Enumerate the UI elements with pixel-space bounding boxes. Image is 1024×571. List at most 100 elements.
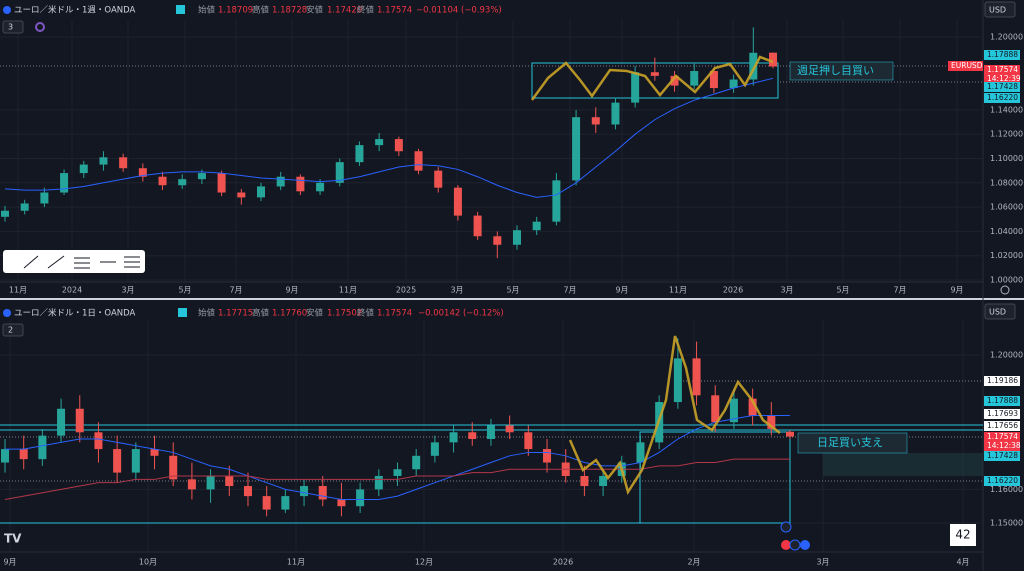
candle-body	[393, 469, 402, 476]
price-tag	[984, 376, 1020, 386]
indicator-toggle[interactable]	[2, 20, 24, 34]
symbol-icon[interactable]	[3, 309, 11, 317]
tool-parallel[interactable]	[124, 256, 140, 268]
candle-body	[375, 139, 384, 146]
x-tick-label: 10月	[139, 558, 157, 567]
x-tick-label: 9月	[950, 286, 963, 295]
x-tick-label: 9月	[285, 286, 298, 295]
currency-button[interactable]	[984, 1, 1016, 18]
indicator-count[interactable]: 3	[8, 23, 13, 32]
x-tick-label: 11月	[9, 286, 27, 295]
x-tick-label: 2025	[396, 286, 416, 295]
candle-body	[316, 182, 325, 192]
candle-body	[300, 486, 309, 497]
candle-body	[692, 358, 701, 396]
symbol-title[interactable]: ユーロ／米ドル・1日・OANDA	[14, 308, 136, 319]
candle-body	[243, 486, 252, 497]
settings-icon[interactable]	[1000, 285, 1010, 295]
x-tick-label: 4月	[956, 558, 969, 567]
price-tag-label: 1.17888	[987, 396, 1018, 405]
price-tag	[984, 432, 1020, 451]
x-tick-label: 11月	[339, 286, 357, 295]
price-tag	[984, 421, 1020, 431]
ohlc-label: 安値	[306, 308, 324, 319]
candle-body	[513, 230, 521, 245]
candle-body	[486, 425, 495, 439]
indicator-count[interactable]: 2	[8, 326, 13, 335]
candle-body	[493, 236, 502, 245]
candle-body	[75, 408, 84, 433]
candle-body	[94, 432, 103, 450]
y-tick-label: 1.10000	[990, 154, 1023, 163]
flag-icon[interactable]	[178, 308, 187, 317]
x-tick-label: 5月	[178, 286, 191, 295]
candle-body	[20, 203, 29, 211]
event-icon[interactable]	[781, 540, 791, 550]
candle-body	[281, 496, 290, 510]
ohlc-label: 始値	[198, 5, 216, 16]
currency-button[interactable]	[984, 303, 1016, 320]
indicator-toggle[interactable]	[2, 323, 24, 337]
candle-body	[673, 358, 682, 403]
candle-body	[237, 192, 246, 198]
tool-ray[interactable]	[47, 255, 65, 269]
x-tick-label: 2024	[62, 286, 82, 295]
y-tick-label: 1.02000	[990, 251, 1023, 260]
ohlc-value: 1.17420	[327, 6, 362, 16]
candle-body	[543, 449, 552, 463]
tool-trendline[interactable]	[23, 255, 39, 269]
event-icon[interactable]	[789, 539, 801, 551]
x-tick-label: 7月	[893, 286, 906, 295]
ohlc-label: 高値	[252, 5, 270, 16]
x-tick-label: 3月	[450, 286, 463, 295]
price-tag-time: 14:12:39	[987, 74, 1021, 83]
annotation: 週足押し目買い	[797, 63, 874, 77]
flag-icon[interactable]	[176, 5, 185, 14]
candle-body	[296, 176, 305, 192]
candle-body	[650, 72, 659, 76]
price-tag-label: EURUSD	[951, 61, 983, 70]
x-tick-label: 7月	[563, 286, 576, 295]
event-icon[interactable]	[780, 521, 792, 533]
x-tick-label: 3月	[121, 286, 134, 295]
price-tag	[984, 82, 1020, 92]
candle-body	[532, 221, 541, 231]
x-tick-label: 3月	[816, 558, 829, 567]
ohlc-label: 高値	[252, 308, 270, 319]
candle-body	[374, 475, 383, 490]
tool-fib[interactable]	[74, 257, 90, 269]
symbol-title[interactable]: ユーロ／米ドル・1週・OANDA	[14, 5, 136, 16]
ohlc-value: 1.17574	[377, 309, 412, 319]
price-tag-label: 1.17428	[987, 451, 1018, 460]
y-tick-label: 1.12000	[990, 130, 1023, 139]
y-tick-label: 1.08000	[990, 178, 1023, 187]
price-tag-label: 1.17656	[987, 421, 1018, 430]
price-tag	[948, 61, 983, 71]
candle-body	[1, 210, 9, 217]
currency[interactable]: USD	[989, 6, 1006, 15]
symbol-icon[interactable]	[3, 6, 11, 14]
y-tick-label: 1.14000	[990, 105, 1023, 114]
ohlc-label: 始値	[198, 308, 216, 319]
currency[interactable]: USD	[989, 308, 1006, 317]
price-tag-label: 1.17428	[987, 82, 1018, 91]
candle-body	[414, 151, 423, 171]
event-icon[interactable]	[800, 540, 810, 550]
annotation-box	[797, 432, 908, 454]
candle-body	[225, 475, 234, 487]
candle-body	[749, 52, 758, 80]
x-tick-label: 2月	[687, 558, 700, 567]
candle-body	[337, 499, 346, 507]
candle-body	[57, 408, 66, 436]
price-tag	[984, 50, 1020, 60]
moving-average	[5, 414, 790, 500]
ohlc-label: 終値	[357, 5, 375, 16]
candle-body	[611, 102, 620, 125]
candle-body	[355, 145, 364, 163]
y-tick-label: 1.04000	[990, 227, 1023, 236]
candle-body	[748, 398, 757, 416]
ohlc-label: 安値	[306, 5, 324, 16]
candle-body	[599, 475, 608, 487]
candle-body	[434, 170, 443, 188]
candle-body	[38, 435, 47, 460]
